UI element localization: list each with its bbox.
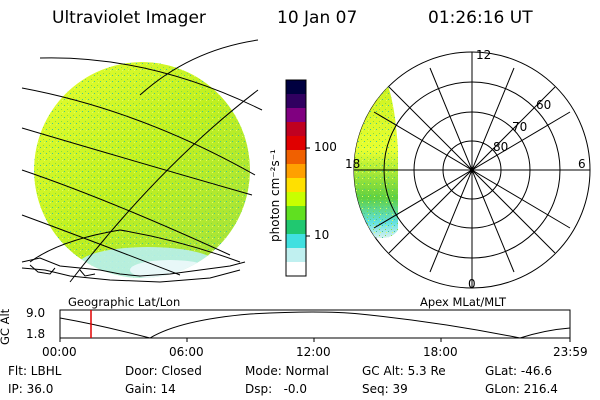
- colorbar-unit-label: photon cm⁻²s⁻¹: [268, 149, 282, 242]
- colorbar-swatch: [286, 262, 306, 277]
- mlt-label-6: 6: [578, 157, 586, 171]
- xtick-0000: 00:00: [42, 345, 77, 359]
- colorbar-border: [285, 79, 307, 277]
- colorbar: [285, 79, 307, 277]
- mlat-label-70: 70: [512, 120, 528, 134]
- status-seq: Seq: 39: [362, 382, 408, 396]
- mlt-label-18: 18: [345, 157, 361, 171]
- colorbar-tick-100: 100: [314, 140, 337, 154]
- xtick-1200: 12:00: [296, 345, 331, 359]
- mlt-label-12: 12: [476, 48, 492, 62]
- altitude-ytick-low: 1.8: [26, 327, 46, 341]
- status-door: Door: Closed: [125, 364, 202, 378]
- status-gain: Gain: 14: [125, 382, 176, 396]
- xtick-2359: 23:59: [553, 345, 588, 359]
- xtick-1800: 18:00: [423, 345, 458, 359]
- coastline: [21, 257, 246, 283]
- geographic-grid: [21, 39, 263, 283]
- mlat-label-80: 80: [493, 140, 509, 154]
- polar-dial: [353, 51, 591, 289]
- mlt-label-0: 0: [468, 277, 476, 291]
- altitude-plot: [59, 309, 571, 342]
- altitude-ylabel: GC Alt: [0, 308, 12, 345]
- altitude-ytick-high: 9.0: [26, 306, 46, 320]
- colorbar-swatch: [286, 136, 306, 151]
- status-mode: Mode: Normal: [245, 364, 329, 378]
- colorbar-swatch: [286, 206, 306, 221]
- colorbar-swatch: [286, 150, 306, 165]
- colorbar-swatch: [286, 108, 306, 123]
- status-glon: GLon: 216.4: [485, 382, 558, 396]
- colorbar-swatch: [286, 178, 306, 193]
- status-glat: GLat: -46.6: [485, 364, 552, 378]
- colorbar-swatch: [286, 234, 306, 249]
- instrument-title: Ultraviolet Imager: [52, 8, 206, 28]
- status-ip: IP: 36.0: [8, 382, 54, 396]
- colorbar-swatch: [286, 164, 306, 179]
- status-filter: Flt: LBHL: [8, 364, 62, 378]
- colorbar-swatch: [286, 192, 306, 207]
- mlat-label-60: 60: [536, 98, 552, 112]
- colorbar-swatch: [286, 248, 306, 263]
- colorbar-tick-10: 10: [314, 228, 330, 242]
- date-label: 10 Jan 07: [277, 8, 358, 28]
- colorbar-swatch: [286, 220, 306, 235]
- globe-panel-label: Geographic Lat/Lon: [68, 295, 181, 309]
- colorbar-swatch: [286, 122, 306, 137]
- status-dsp: Dsp: -0.0: [245, 382, 308, 396]
- colorbar-swatch: [286, 94, 306, 109]
- xtick-0600: 06:00: [169, 345, 204, 359]
- colorbar-swatch: [286, 80, 306, 95]
- polar-panel-label: Apex MLat/MLT: [420, 295, 507, 309]
- time-label: 01:26:16 UT: [428, 8, 533, 28]
- status-gc-alt: GC Alt: 5.3 Re: [362, 364, 446, 378]
